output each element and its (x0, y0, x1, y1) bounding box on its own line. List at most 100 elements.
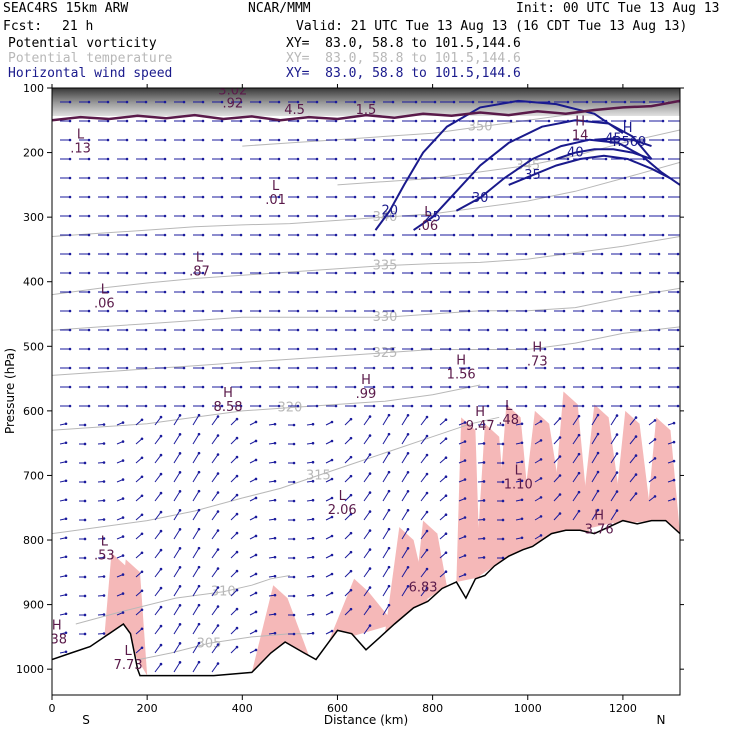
wind-vector-head (372, 195, 376, 199)
wind-vector (192, 490, 200, 502)
wind-vector-head (661, 157, 665, 161)
y-tick-label: 200 (23, 147, 44, 160)
wind-vector-head (258, 233, 262, 237)
wind-vector-head (125, 347, 129, 351)
left-end-label: S (82, 713, 90, 727)
wind-vector-head (528, 195, 532, 199)
wind-vector-head (368, 624, 372, 627)
wind-vector-head (121, 421, 125, 424)
wind-vector-head (258, 404, 262, 408)
wind-vector (610, 491, 618, 502)
wind-vector (420, 511, 428, 521)
extremum-value: 1.5 (356, 103, 377, 118)
wind-vector-head (258, 385, 262, 389)
wind-vector-head (490, 157, 494, 161)
wind-vector-head (277, 366, 281, 370)
wind-vector-head (600, 290, 604, 294)
wind-vector-head (672, 497, 676, 501)
wind-vector-head (220, 404, 224, 408)
wind-vector-head (638, 252, 642, 256)
wind-vector-head (102, 556, 106, 559)
wind-vector-head (505, 309, 509, 313)
extremum-value: 6.83 (409, 581, 438, 596)
wind-vector (135, 533, 143, 540)
wind-vector-head (676, 385, 680, 389)
wind-vector (230, 513, 238, 521)
wind-vector-head (349, 512, 353, 516)
wind-vector-head (121, 611, 125, 614)
wind-vector-head (429, 290, 433, 294)
wind-vector-head (64, 555, 68, 559)
x-tick-label: 800 (422, 702, 443, 715)
wind-vector-head (311, 536, 315, 540)
wind-vector (610, 510, 618, 521)
wind-vector-head (372, 385, 376, 389)
wind-vector-head (425, 529, 429, 533)
wind-vector-head (353, 404, 357, 408)
wind-vector-head (144, 252, 148, 256)
wind-vector-head (490, 138, 494, 142)
wind-vector (382, 490, 390, 502)
wind-vector (382, 566, 390, 578)
wind-vector-head (68, 233, 72, 237)
wind-vector (363, 549, 371, 559)
wind-vector-head (543, 366, 547, 370)
wind-vector (363, 511, 371, 521)
wind-vector (154, 511, 162, 521)
wind-vector-head (657, 290, 661, 294)
wind-vector-head (463, 497, 467, 500)
wind-vector-head (372, 157, 376, 161)
wind-vector-head (676, 271, 680, 275)
wind-vector-head (391, 290, 395, 294)
wind-vector-head (452, 157, 456, 161)
wind-vector-head (448, 347, 452, 351)
wind-vector-head (353, 233, 357, 237)
wind-vector-head (524, 328, 528, 332)
wind-vector-head (220, 195, 224, 199)
wind-vector-head (277, 157, 281, 161)
wind-vector-head (509, 100, 513, 104)
theta-contour-310 (75, 575, 290, 625)
wind-vector-head (642, 157, 646, 161)
wind-vector-head (220, 176, 224, 180)
wind-vector-head (619, 404, 623, 408)
wind-vector-head (296, 404, 300, 408)
wind-vector-head (125, 195, 129, 199)
wind-vector-head (334, 290, 338, 294)
wind-vector (211, 416, 219, 426)
wind-vector-head (558, 436, 562, 439)
valid-time: Valid: 21 UTC Tue 13 Aug 13 (16 CDT Tue … (296, 19, 688, 34)
theta-contour-340 (52, 161, 680, 237)
wind-vector (553, 494, 561, 502)
wind-vector-head (391, 309, 395, 313)
theta-contour-345 (337, 129, 680, 186)
wind-vector-head (509, 157, 513, 161)
wind-vector-head (178, 604, 182, 607)
wind-vector-head (471, 233, 475, 237)
wind-vector-head (562, 252, 566, 256)
wind-vector-head (68, 252, 72, 256)
wind-vector-head (235, 569, 239, 573)
wind-vector-head (562, 366, 566, 370)
wind-vector-head (368, 415, 372, 418)
wind-contour-40 (555, 148, 652, 160)
wind-vector-head (125, 100, 129, 104)
wind-vector-head (425, 415, 429, 419)
wind-vector-head (163, 404, 167, 408)
wind-vector-head (452, 195, 456, 199)
wind-vector-head (197, 584, 201, 588)
wind-vector-head (520, 498, 524, 502)
field-name-potential-temperature: Potential temperature (8, 51, 173, 66)
wind-vector (230, 627, 238, 635)
wind-vector-head (372, 290, 376, 294)
wind-vector (344, 475, 352, 483)
wind-vector (173, 472, 181, 483)
wind-vector-head (277, 214, 281, 218)
wind-vector-head (315, 233, 319, 237)
extremum-marker: H (623, 121, 633, 136)
theta-contour-label: 305 (197, 636, 222, 651)
wind-vector-head (566, 100, 570, 104)
y-tick-label: 900 (23, 599, 44, 612)
extremum-value: .06 (418, 219, 439, 234)
wind-vector (173, 529, 181, 540)
